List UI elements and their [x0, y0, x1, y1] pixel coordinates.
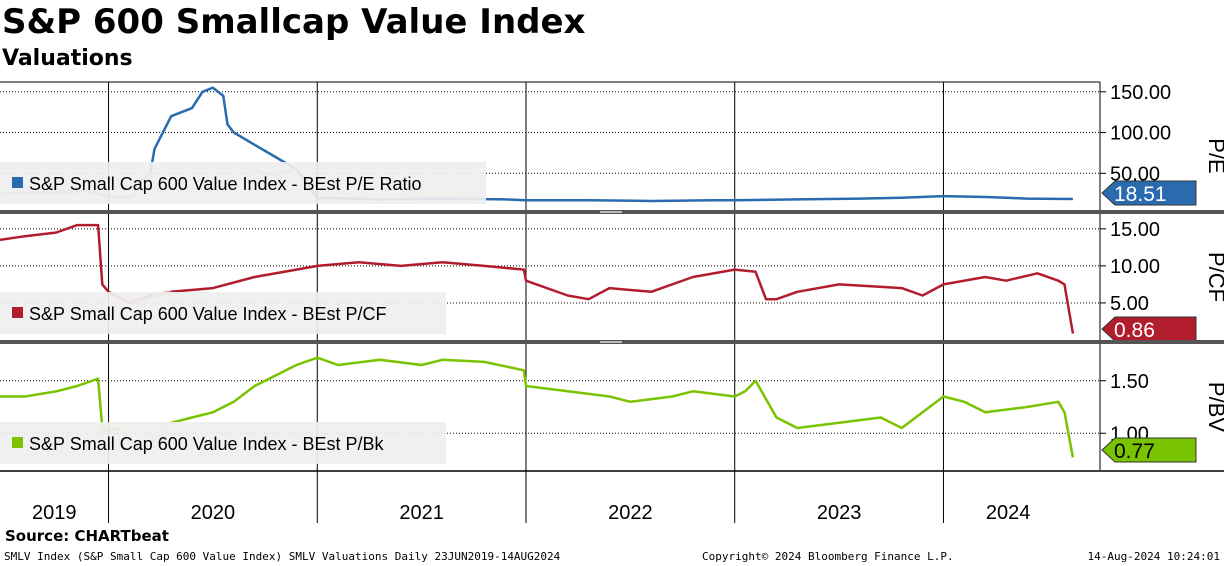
footer-series-info: SMLV Index (S&P Small Cap 600 Value Inde…: [4, 550, 561, 563]
source-note: Source: CHARTbeat: [5, 527, 169, 545]
pcf-last-value-label: 0.86: [1114, 319, 1155, 342]
pcf-tick-label-2: 15.00: [1110, 219, 1160, 241]
pcf-legend-label: S&P Small Cap 600 Value Index - BEst P/C…: [29, 304, 387, 324]
x-tick-label-2019: 2019: [32, 502, 77, 524]
pe-tick-label-0: 50.00: [1110, 163, 1160, 185]
pcf-legend-box: [0, 292, 446, 334]
x-tick-label-2023: 2023: [817, 502, 862, 524]
x-tick-label-2022: 2022: [608, 502, 653, 524]
pbv-legend-swatch: [12, 437, 23, 448]
pe-legend-label: S&P Small Cap 600 Value Index - BEst P/E…: [29, 174, 422, 194]
pcf-tick-label-1: 10.00: [1110, 256, 1160, 278]
panel-separator-grip-0: [600, 211, 622, 213]
pe-legend-swatch: [12, 177, 23, 188]
pcf-tick-label-0: 5.00: [1110, 293, 1149, 315]
x-tick-label-2020: 2020: [191, 502, 236, 524]
pe-last-value-tag: [1101, 180, 1197, 206]
chart-title: S&P 600 Smallcap Value Index: [2, 2, 586, 42]
pcf-last-value-tag: [1101, 316, 1197, 342]
pe-tick-label-1: 100.00: [1110, 123, 1171, 145]
pbv-last-value-label: 0.77: [1114, 440, 1155, 463]
pcf-ylabel: P/CF: [1204, 252, 1224, 302]
footer-copyright: Copyright© 2024 Bloomberg Finance L.P.: [702, 550, 954, 563]
footer-timestamp: 14-Aug-2024 10:24:01: [1087, 550, 1220, 563]
pe-tick-label-2: 150.00: [1110, 82, 1171, 104]
pbv-tick-label-1: 1.50: [1110, 371, 1149, 393]
pbv-ylabel: P/BV: [1204, 382, 1224, 432]
pe-ylabel: P/E: [1204, 138, 1224, 173]
x-tick-label-2024: 2024: [986, 502, 1031, 524]
panel-separator-grip-1: [600, 341, 622, 343]
pbv-last-value-tag: [1101, 437, 1197, 463]
chart-subtitle: Valuations: [2, 46, 133, 71]
pe-last-value-label: 18.51: [1114, 183, 1167, 206]
x-tick-label-2021: 2021: [399, 502, 444, 524]
pbv-legend-box: [0, 422, 446, 464]
pe-legend-box: [0, 162, 486, 204]
pcf-legend-swatch: [12, 307, 23, 318]
pbv-legend-label: S&P Small Cap 600 Value Index - BEst P/B…: [29, 434, 385, 454]
